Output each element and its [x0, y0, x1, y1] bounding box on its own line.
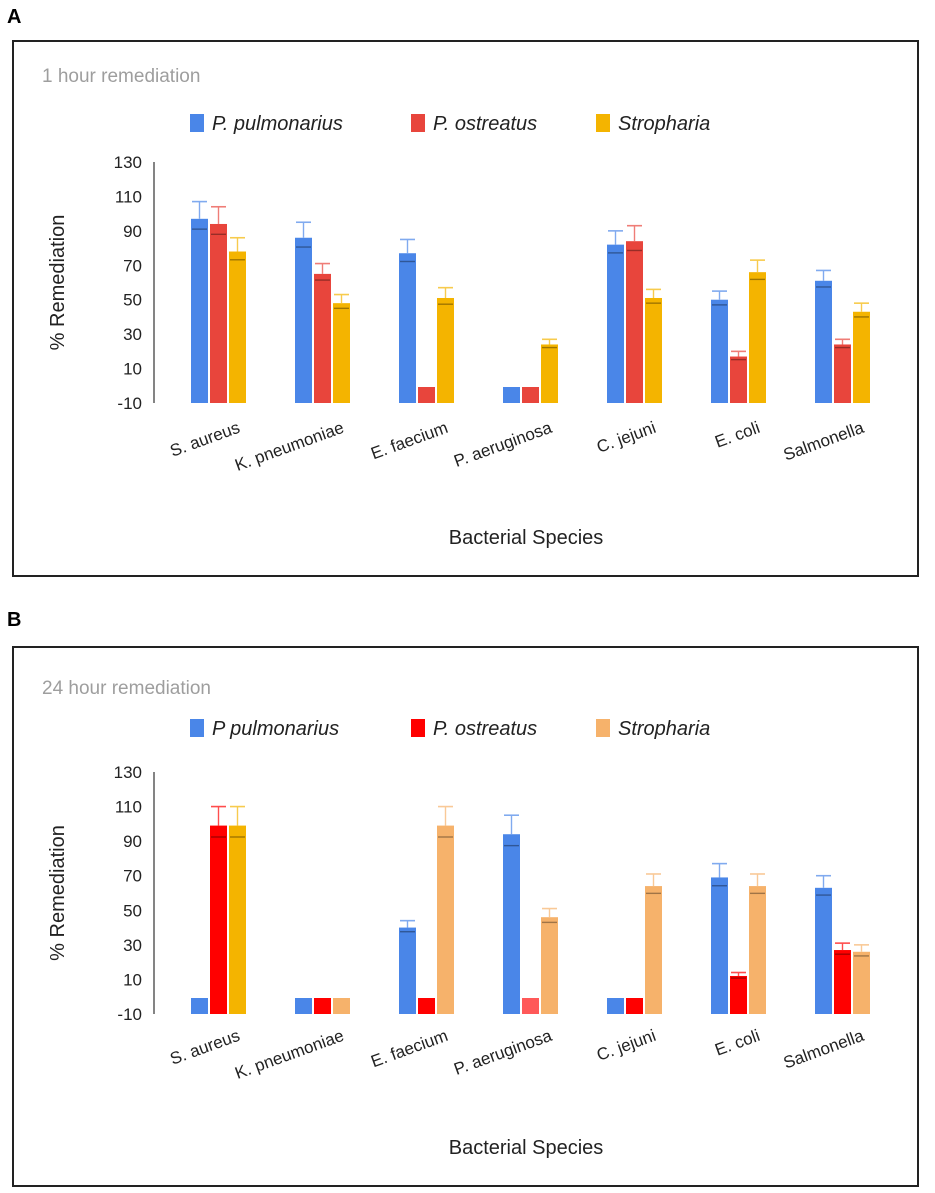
bar-1-0 [295, 998, 312, 1014]
bar-3-0 [503, 834, 520, 1014]
x-axis-label: Bacterial Species [449, 1137, 604, 1159]
x-axis-label: Bacterial Species [449, 527, 604, 549]
bar-4-2 [645, 886, 662, 1014]
legend-label-0: P. pulmonarius [212, 113, 343, 135]
bar-2-1 [418, 387, 435, 403]
bar-4-1 [626, 998, 643, 1014]
chart-panel-a: 1 hour remediation P. pulmonarius P. ostre… [12, 40, 919, 577]
legend-swatch-1 [411, 114, 425, 132]
x-tick-label: K. pneumoniae [232, 418, 346, 475]
bar-5-2 [749, 886, 766, 1014]
x-tick-label: E. faecium [368, 418, 450, 463]
bar-2-2 [437, 825, 454, 1014]
y-axis-label: % Remediation [47, 215, 69, 351]
bar-3-1 [522, 998, 539, 1014]
y-tick-label: 70 [123, 867, 142, 886]
bar-1-2 [333, 303, 350, 403]
panel-b-label: B [7, 609, 22, 631]
bar-1-1 [314, 998, 331, 1014]
bar-5-0 [711, 877, 728, 1014]
bar-1-0 [295, 237, 312, 403]
legend-swatch-2 [596, 114, 610, 132]
x-tick-label: S. aureus [167, 418, 242, 461]
y-tick-label: 90 [123, 222, 142, 241]
bar-6-0 [815, 280, 832, 403]
legend-label-1: P. ostreatus [433, 113, 537, 135]
bar-2-2 [437, 297, 454, 403]
bar-2-0 [399, 253, 416, 403]
x-tick-label: E. coli [712, 1026, 762, 1060]
x-tick-label: C. jejuni [594, 418, 658, 457]
x-tick-label: Salmonella [781, 418, 867, 465]
bar-1-2 [333, 998, 350, 1014]
bar-0-1 [210, 223, 227, 403]
y-tick-label: 70 [123, 256, 142, 275]
bar-0-0 [191, 998, 208, 1014]
bar-4-1 [626, 241, 643, 403]
bar-3-2 [541, 344, 558, 403]
panel-a-label: A [7, 6, 22, 28]
x-tick-label: K. pneumoniae [232, 1026, 346, 1083]
chart-title: 1 hour remediation [42, 66, 200, 87]
y-tick-label: 30 [123, 936, 142, 955]
chart-title: 24 hour remediation [42, 678, 211, 699]
x-tick-label: E. faecium [368, 1026, 450, 1071]
chart-panel-b: 24 hour remediation P pulmonarius P. ostre… [12, 646, 919, 1187]
x-tick-label: P. aeruginosa [451, 418, 555, 471]
bar-0-2 [229, 825, 246, 1014]
y-tick-label: 30 [123, 325, 142, 344]
legend-label-1: P. ostreatus [433, 718, 537, 740]
y-tick-label: -10 [117, 394, 142, 413]
legend-swatch-0 [190, 114, 204, 132]
y-tick-label: 130 [114, 763, 142, 782]
bar-1-1 [314, 273, 331, 403]
y-tick-label: 90 [123, 832, 142, 851]
legend-label-2: Stropharia [618, 113, 710, 135]
bar-6-1 [834, 344, 851, 403]
x-tick-label: S. aureus [167, 1026, 242, 1069]
bar-5-1 [730, 975, 747, 1014]
bar-0-1 [210, 825, 227, 1014]
y-tick-label: 50 [123, 291, 142, 310]
legend-label-0: P pulmonarius [212, 718, 339, 740]
legend-swatch-2 [596, 719, 610, 737]
bar-6-1 [834, 950, 851, 1014]
y-tick-label: 10 [123, 360, 142, 379]
x-tick-label: E. coli [712, 418, 762, 452]
bar-5-0 [711, 299, 728, 403]
y-tick-label: 130 [114, 153, 142, 172]
y-tick-label: 110 [115, 187, 142, 206]
legend-label-2: Stropharia [618, 718, 710, 740]
bar-4-2 [645, 297, 662, 403]
bar-6-2 [853, 311, 870, 403]
y-tick-label: 10 [123, 970, 142, 989]
bar-4-0 [607, 998, 624, 1014]
bar-3-0 [503, 387, 520, 403]
x-tick-label: Salmonella [781, 1026, 867, 1073]
bar-6-0 [815, 887, 832, 1014]
legend-swatch-1 [411, 719, 425, 737]
y-tick-label: 110 [115, 798, 142, 817]
x-tick-label: P. aeruginosa [451, 1026, 555, 1079]
bar-5-2 [749, 272, 766, 403]
x-tick-label: C. jejuni [594, 1026, 658, 1065]
bar-5-1 [730, 356, 747, 403]
bar-6-2 [853, 951, 870, 1014]
chart-a-svg: 1 hour remediation P. pulmonarius P. ostre… [42, 66, 870, 549]
y-axis-label: % Remediation [47, 825, 69, 961]
bar-2-1 [418, 998, 435, 1014]
bar-3-1 [522, 387, 539, 403]
y-tick-label: 50 [123, 901, 142, 920]
bar-3-2 [541, 917, 558, 1014]
y-tick-label: -10 [117, 1005, 142, 1024]
bar-0-0 [191, 218, 208, 403]
bar-2-0 [399, 927, 416, 1014]
legend-swatch-0 [190, 719, 204, 737]
bar-4-0 [607, 244, 624, 403]
bar-0-2 [229, 251, 246, 403]
